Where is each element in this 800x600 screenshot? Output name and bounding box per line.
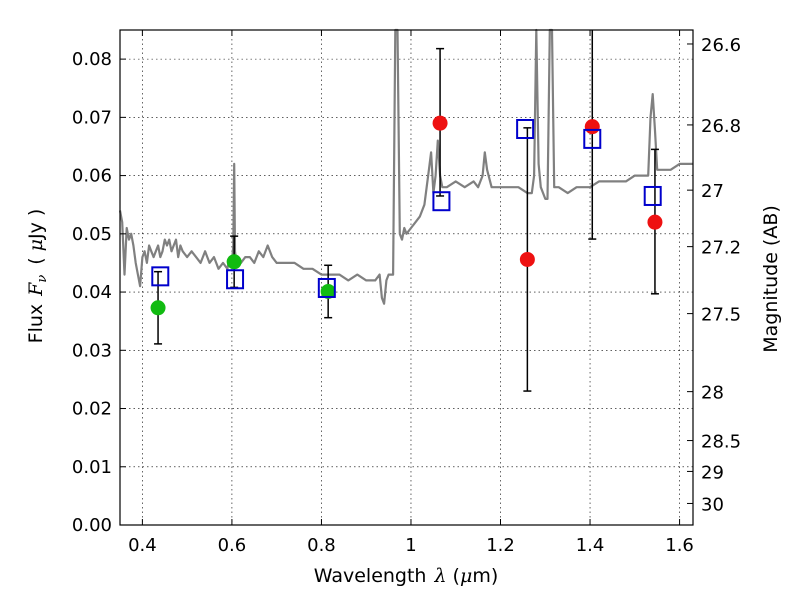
- model-photometry-point: [432, 191, 451, 212]
- y-tick-label: 0.06: [72, 166, 112, 187]
- x-axis-title-unit-open: (: [453, 565, 460, 587]
- grid-lines: [120, 30, 693, 525]
- y2-tick-label: 28.5: [701, 432, 741, 453]
- y2-tick-label: 29: [701, 462, 724, 483]
- data-point: [519, 251, 535, 267]
- x-tick-label: 1.6: [665, 535, 694, 556]
- y2-tick-label: 27.5: [701, 305, 741, 326]
- y-axis-title-prefix: Flux: [25, 304, 47, 344]
- x-tick-label: 1.2: [486, 535, 515, 556]
- model-photometry-point: [226, 269, 245, 290]
- model-spectrum-line: [118, 28, 693, 305]
- x-axis-title-symbol: λ: [433, 565, 446, 587]
- model-photometry-point: [317, 277, 336, 298]
- y2-axis-title: Magnitude (AB): [760, 205, 782, 353]
- model-photometry-point: [643, 185, 662, 206]
- axis-ticks: 0.4 0.6 0.8 1 1.2 1.4 1.6 0.00 0.01 0.02 0.03 0.04 0…: [72, 30, 741, 556]
- y2-tick-label: 27.2: [701, 238, 741, 259]
- data-point: [226, 254, 242, 270]
- y-axis-title-symbol: F: [25, 282, 47, 297]
- x-axis-title-unit-rest: m): [472, 565, 498, 587]
- y-tick-label: 0.00: [72, 515, 112, 536]
- y-tick-label: 0.02: [72, 399, 112, 420]
- y-axis-title: Flux Fν ( μJy ): [25, 209, 50, 344]
- model-spectrum: [118, 28, 693, 305]
- data-point: [647, 214, 663, 230]
- model-photometry-point: [583, 128, 602, 149]
- x-axis-title-prefix: Wavelength: [314, 565, 427, 587]
- y2-tick-label: 28: [701, 383, 724, 404]
- model-photometry-point: [516, 119, 535, 139]
- data-point: [150, 300, 166, 316]
- data-point: [432, 115, 448, 131]
- data-point: [320, 283, 336, 299]
- y-tick-label: 0.08: [72, 49, 112, 70]
- y-tick-label: 0.05: [72, 224, 112, 245]
- x-axis-title-unit-mu: μ: [460, 565, 472, 587]
- y-axis-title-subscript: ν: [35, 275, 50, 283]
- y-axis-title-unit-rest: Jy ): [25, 209, 47, 240]
- y-tick-label: 0.04: [72, 282, 112, 303]
- y-axis-title-unit-open: (: [25, 257, 47, 264]
- y-tick-label: 0.01: [72, 457, 112, 478]
- model-photometry-point: [151, 266, 170, 287]
- y2-tick-label: 30: [701, 494, 724, 515]
- y-axis-title-unit-mu: μ: [25, 239, 47, 251]
- data-point: [584, 119, 600, 135]
- y2-tick-label: 26.8: [701, 116, 741, 137]
- x-tick-label: 0.4: [128, 535, 157, 556]
- y-tick-label: 0.07: [72, 107, 112, 128]
- error-bars: [154, 30, 659, 392]
- y2-tick-label: 27: [701, 181, 724, 202]
- x-tick-label: 1: [405, 535, 416, 556]
- x-axis-title: Wavelength λ (μm): [314, 565, 498, 587]
- x-tick-label: 0.6: [218, 535, 247, 556]
- data-markers: [150, 115, 663, 316]
- y-tick-label: 0.03: [72, 340, 112, 361]
- x-tick-label: 0.8: [307, 535, 336, 556]
- plot-frame: [119, 29, 694, 526]
- x-tick-label: 1.4: [576, 535, 605, 556]
- y2-tick-label: 26.6: [701, 35, 741, 56]
